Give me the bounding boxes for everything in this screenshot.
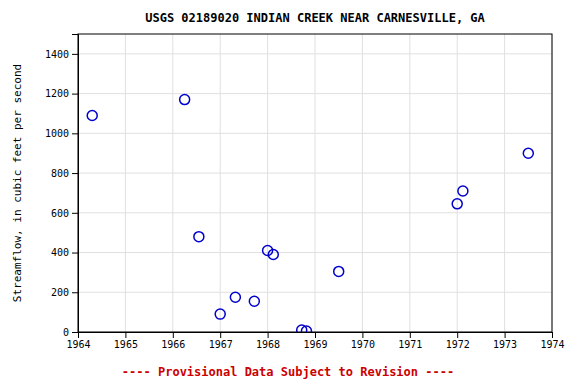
tick: 1969 [303, 332, 327, 350]
tick: 400 [51, 247, 78, 258]
tick-mark [552, 332, 553, 338]
tick-mark [362, 332, 363, 338]
tick-label: 200 [51, 287, 69, 298]
grid-line [315, 34, 316, 332]
point [180, 95, 190, 105]
tick-mark [72, 292, 78, 293]
tick: 1967 [209, 332, 233, 350]
grid-line [504, 34, 505, 332]
tick: 200 [51, 287, 78, 298]
tick-label: 1967 [209, 339, 233, 350]
point [523, 148, 533, 158]
annotation: ---- Provisional Data Subject to Revisio… [122, 365, 454, 379]
x-axis: 1964 1965 1966 1967 1968 1969 1970 1971 1972 1973… [66, 332, 564, 350]
axis-line [79, 333, 553, 339]
tick: 1968 [256, 332, 280, 350]
tick-label: 1400 [45, 49, 69, 60]
tick: 600 [51, 208, 78, 219]
grid-line [362, 34, 363, 332]
tick: 1400 [45, 49, 78, 60]
tick-mark [72, 173, 78, 174]
tick-mark [410, 332, 411, 338]
axis-line [72, 35, 79, 333]
tick: 1965 [114, 332, 138, 350]
tick-mark [72, 54, 78, 55]
y-axis-label: Streamflow, in cubic feet per second [11, 64, 24, 302]
grid-line [78, 93, 552, 94]
tick-mark [457, 332, 458, 338]
tick-label: 1966 [161, 339, 185, 350]
tick: 800 [51, 168, 78, 179]
point [87, 110, 97, 120]
tick: 0 [63, 327, 78, 338]
tick-label: 600 [51, 208, 69, 219]
tick-label: 1969 [303, 339, 327, 350]
grid-line [125, 34, 126, 332]
tick-mark [125, 332, 126, 338]
tick-mark [268, 332, 269, 338]
y-axis: 0 200 400 600 800 1000 1200 1400 [45, 35, 79, 338]
grid-line [457, 34, 458, 332]
grid-line [78, 252, 552, 253]
tick-label: 0 [63, 327, 69, 338]
tick-mark [72, 332, 78, 333]
point [452, 199, 462, 209]
tick-mark [72, 133, 78, 134]
chart: 1964 1965 1966 1967 1968 1969 1970 1971 1972 1973… [0, 0, 576, 384]
tick-mark [315, 332, 316, 338]
grid-line [78, 133, 552, 134]
tick: 1973 [493, 332, 517, 350]
tick: 1000 [45, 128, 78, 139]
point [215, 309, 225, 319]
tick-label: 1970 [351, 339, 375, 350]
tick-label: 1974 [540, 339, 564, 350]
tick-label: 1964 [66, 339, 90, 350]
grid-line [78, 53, 552, 54]
tick-mark [173, 332, 174, 338]
grid-line [220, 34, 221, 332]
grid-line [267, 34, 268, 332]
point [458, 186, 468, 196]
point [230, 292, 240, 302]
tick-label: 1000 [45, 128, 69, 139]
tick: 1970 [351, 332, 375, 350]
tick-mark [72, 94, 78, 95]
points [87, 95, 533, 332]
tick-mark [220, 332, 221, 338]
tick: 1966 [161, 332, 185, 350]
title: USGS 02189020 INDIAN CREEK NEAR CARNESVI… [145, 11, 485, 25]
grid-line [78, 173, 552, 174]
tick: 1200 [45, 88, 78, 99]
point [249, 296, 259, 306]
tick: 1972 [446, 332, 470, 350]
tick-label: 1972 [446, 339, 470, 350]
tick-label: 1968 [256, 339, 280, 350]
point [301, 326, 311, 332]
grid-line [172, 34, 173, 332]
tick-label: 1200 [45, 88, 69, 99]
grid [78, 34, 552, 332]
tick-label: 1973 [493, 339, 517, 350]
tick-mark [505, 332, 506, 338]
point [268, 250, 278, 260]
plot-area: 1964 1965 1966 1967 1968 1969 1970 1971 1972 1973… [45, 34, 565, 350]
point [194, 232, 204, 242]
tick: 1964 [66, 332, 90, 350]
point [334, 266, 344, 276]
tick-mark [72, 253, 78, 254]
grid-line [78, 292, 552, 293]
tick-label: 800 [51, 168, 69, 179]
tick-label: 1965 [114, 339, 138, 350]
tick: 1971 [398, 332, 422, 350]
tick: 1974 [540, 332, 564, 350]
tick-mark [72, 213, 78, 214]
plot-frame [78, 34, 552, 332]
grid-line [78, 212, 552, 213]
grid-line [409, 34, 410, 332]
tick-label: 1971 [398, 339, 422, 350]
tick-label: 400 [51, 247, 69, 258]
